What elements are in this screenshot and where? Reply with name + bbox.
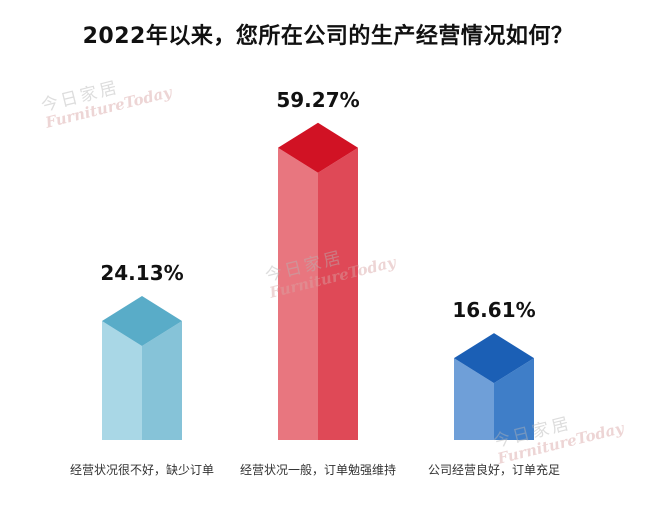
category-label: 经营状况一般，订单勉强维持	[240, 462, 396, 477]
bar-front-face	[278, 147, 318, 441]
bar-2	[278, 122, 358, 441]
category-label: 经营状况很不好，缺少订单	[70, 462, 214, 477]
bar-side-face	[494, 358, 534, 440]
bar-3	[454, 333, 534, 440]
bar-top-face	[278, 122, 358, 173]
bar-top-face	[454, 333, 534, 384]
data-label: 59.27%	[276, 88, 359, 112]
data-label: 24.13%	[100, 261, 183, 285]
category-label: 公司经营良好，订单充足	[428, 462, 560, 477]
bar-top-face	[102, 296, 182, 347]
bar-1	[102, 296, 182, 440]
bar-front-face	[454, 358, 494, 440]
chart-title: 2022年以来，您所在公司的生产经营情况如何？	[82, 24, 574, 49]
bar-side-face	[318, 147, 358, 441]
bar-front-face	[102, 321, 142, 440]
bar-side-face	[142, 321, 182, 440]
data-label: 16.61%	[452, 298, 535, 322]
